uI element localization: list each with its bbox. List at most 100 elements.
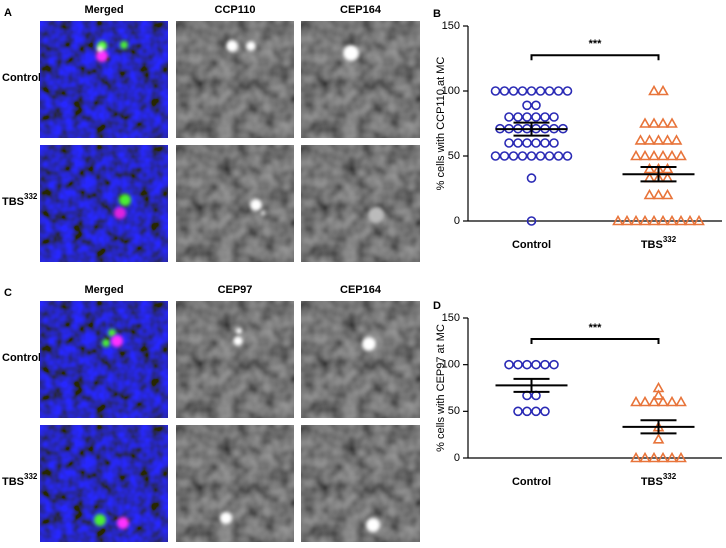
data-point <box>499 151 510 161</box>
data-point <box>513 406 523 417</box>
data-point <box>657 149 669 161</box>
y-axis-label: % cells with CCP110 at MC <box>435 57 447 191</box>
data-point <box>675 214 687 226</box>
row-label: Control <box>2 352 41 364</box>
data-point <box>544 86 555 96</box>
data-point <box>657 214 669 226</box>
signal-spot <box>102 339 110 347</box>
data-point <box>508 86 519 96</box>
data-point <box>661 162 674 174</box>
data-point <box>648 395 660 407</box>
data-point <box>639 451 651 463</box>
signal-spot <box>111 335 123 347</box>
column-header: CEP97 <box>218 284 253 296</box>
data-point <box>634 134 647 145</box>
data-point <box>513 112 523 122</box>
image-background <box>40 145 168 262</box>
data-point <box>657 395 669 407</box>
data-point <box>535 151 546 161</box>
panel-label: C <box>4 287 12 299</box>
data-point <box>639 395 651 407</box>
signal-spot <box>362 337 376 351</box>
data-point <box>666 149 678 161</box>
y-tick-label: 0 <box>454 215 460 227</box>
data-point <box>531 138 541 148</box>
data-point <box>648 214 660 226</box>
data-point <box>549 138 559 148</box>
significance-bracket <box>530 54 660 61</box>
y-tick-label: 150 <box>442 312 460 324</box>
micrograph <box>301 425 420 542</box>
data-point <box>490 151 501 161</box>
image-background <box>40 21 168 138</box>
data-point <box>661 188 674 200</box>
signal-spot <box>119 194 131 206</box>
data-point <box>643 134 656 145</box>
signal-spot <box>260 210 266 216</box>
y-tick-label: 100 <box>442 85 460 97</box>
micrograph <box>40 21 168 138</box>
data-point <box>643 162 656 174</box>
data-point <box>670 134 683 145</box>
image-background <box>176 425 294 542</box>
signal-spot <box>250 199 262 211</box>
micrograph <box>40 301 168 418</box>
micrograph <box>301 145 420 262</box>
signal-spot <box>246 41 256 51</box>
data-point <box>657 451 669 463</box>
x-tick-label: Control <box>512 239 551 251</box>
micrograph <box>301 21 420 138</box>
data-point <box>562 86 573 96</box>
data-point <box>526 151 537 161</box>
signal-spot <box>96 50 108 62</box>
data-point <box>675 395 687 407</box>
data-point <box>639 117 651 128</box>
image-background <box>176 21 294 138</box>
y-axis-label: % cells with CEP97 at MC <box>435 324 447 452</box>
data-point <box>522 112 532 122</box>
column-header: Merged <box>84 284 123 296</box>
y-tick-label: 50 <box>448 150 460 162</box>
signal-spot <box>368 207 384 223</box>
data-point <box>513 138 523 148</box>
micrograph <box>176 301 294 418</box>
data-point <box>675 451 687 463</box>
signal-spot <box>233 336 243 346</box>
data-point <box>504 112 514 122</box>
significance-label: *** <box>589 322 603 334</box>
data-point <box>648 84 660 96</box>
data-point <box>612 214 624 226</box>
data-point <box>526 173 537 183</box>
signal-spot <box>94 514 106 526</box>
data-point <box>661 134 674 145</box>
data-point <box>490 86 501 96</box>
data-point <box>675 149 687 161</box>
data-point <box>666 451 678 463</box>
data-point <box>522 406 532 417</box>
data-point <box>630 451 642 463</box>
data-point <box>639 214 651 226</box>
data-point <box>648 451 660 463</box>
signal-spot <box>108 329 116 337</box>
data-point <box>666 117 678 128</box>
data-point <box>630 395 642 407</box>
data-point <box>504 138 514 148</box>
data-point <box>549 359 559 370</box>
data-point <box>540 112 550 122</box>
y-tick-label: 50 <box>448 405 460 417</box>
data-point <box>639 149 651 161</box>
micrograph <box>40 145 168 262</box>
image-background <box>301 21 420 138</box>
signal-spot <box>120 41 128 49</box>
signal-spot <box>114 207 126 219</box>
row-label: Control <box>2 72 41 84</box>
y-tick-label: 100 <box>442 359 460 371</box>
data-point <box>666 214 678 226</box>
data-point <box>531 100 541 111</box>
signal-spot <box>236 328 242 334</box>
signal-spot <box>343 45 359 61</box>
image-background <box>40 301 168 418</box>
micrograph <box>176 21 294 138</box>
data-point <box>540 406 550 417</box>
